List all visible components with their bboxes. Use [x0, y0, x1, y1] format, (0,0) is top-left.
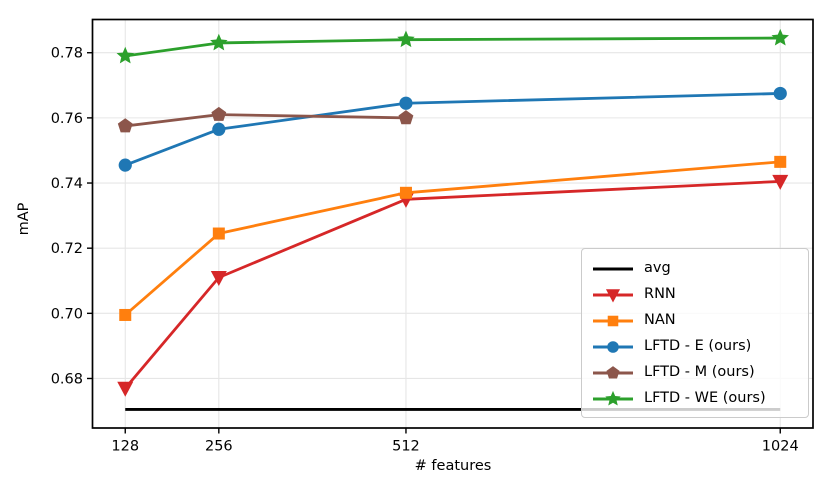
legend-item-nan: NAN — [592, 308, 800, 333]
legend-marker-triangle-down — [605, 288, 621, 302]
marker-square — [119, 308, 132, 321]
x-tick-label: 1024 — [762, 439, 799, 455]
marker-triangle-down — [772, 174, 789, 190]
y-tick-label: 0.70 — [51, 306, 83, 322]
series-line-nan — [124, 160, 781, 317]
legend-item-lftd-m-ours: LFTD - M (ours) — [592, 360, 800, 385]
legend-label: NAN — [644, 312, 676, 329]
x-tick-label: 512 — [392, 439, 420, 455]
y-tick-label: 0.72 — [51, 241, 83, 257]
legend-item-avg: avg — [592, 256, 800, 281]
plot-border — [91, 18, 814, 429]
legend-sample-rnn — [593, 288, 633, 302]
marker-circle — [773, 86, 787, 101]
marker-star — [397, 30, 415, 48]
y-tick-label: 0.78 — [51, 46, 83, 62]
legend-marker-circle — [607, 340, 619, 353]
legend-marker-star — [605, 390, 621, 406]
marker-circle — [399, 96, 413, 110]
legend-sample-nan — [593, 315, 633, 326]
marker-square — [212, 227, 225, 240]
series-lftd-m-ours — [117, 106, 414, 133]
legend-sample-lftd-we-ours — [593, 390, 633, 406]
legend-item-rnn: RNN — [592, 282, 800, 307]
legend-label: RNN — [644, 286, 676, 303]
legend-label: LFTD - E (ours) — [644, 338, 752, 355]
legend: avg RNN NAN LFTD - E (ours) LFTD - M (ours) L… — [581, 248, 809, 418]
marker-pentagon — [117, 118, 133, 133]
legend-item-lftd-e-ours: LFTD - E (ours) — [592, 334, 800, 359]
marker-square — [399, 186, 412, 199]
marker-circle — [118, 158, 132, 172]
x-tick-label: 256 — [205, 439, 233, 455]
series-lftd-we-ours — [116, 28, 789, 64]
legend-sample-avg — [593, 267, 633, 270]
x-axis-title: # features — [414, 458, 492, 474]
legend-label: avg — [644, 260, 671, 277]
y-tick-label: 0.76 — [51, 111, 83, 127]
marker-square — [774, 155, 787, 168]
marker-pentagon — [398, 110, 414, 125]
legend-sample-lftd-m-ours — [593, 365, 633, 379]
marker-triangle-down — [117, 381, 134, 397]
x-tick-label: 128 — [111, 439, 139, 455]
series-line-rnn — [124, 180, 781, 390]
series-line-lftd-we-ours — [125, 36, 781, 58]
marker-star — [116, 46, 134, 64]
y-tick-label: 0.68 — [51, 371, 83, 387]
legend-marker-square — [607, 315, 619, 326]
marker-pentagon — [211, 106, 227, 121]
series-line-lftd-m-ours — [125, 113, 406, 128]
marker-circle — [212, 122, 226, 136]
y-tick-label: 0.74 — [51, 176, 83, 192]
marker-star — [210, 33, 228, 51]
legend-label: LFTD - M (ours) — [644, 364, 755, 381]
legend-sample-lftd-e-ours — [593, 340, 633, 353]
marker-star — [771, 28, 789, 46]
legend-label: LFTD - WE (ours) — [644, 390, 766, 407]
marker-triangle-down — [210, 271, 227, 286]
y-axis-title: mAP — [16, 202, 32, 236]
legend-item-lftd-we-ours: LFTD - WE (ours) — [592, 386, 800, 411]
series-nan — [119, 155, 787, 321]
legend-marker-pentagon — [606, 365, 620, 379]
